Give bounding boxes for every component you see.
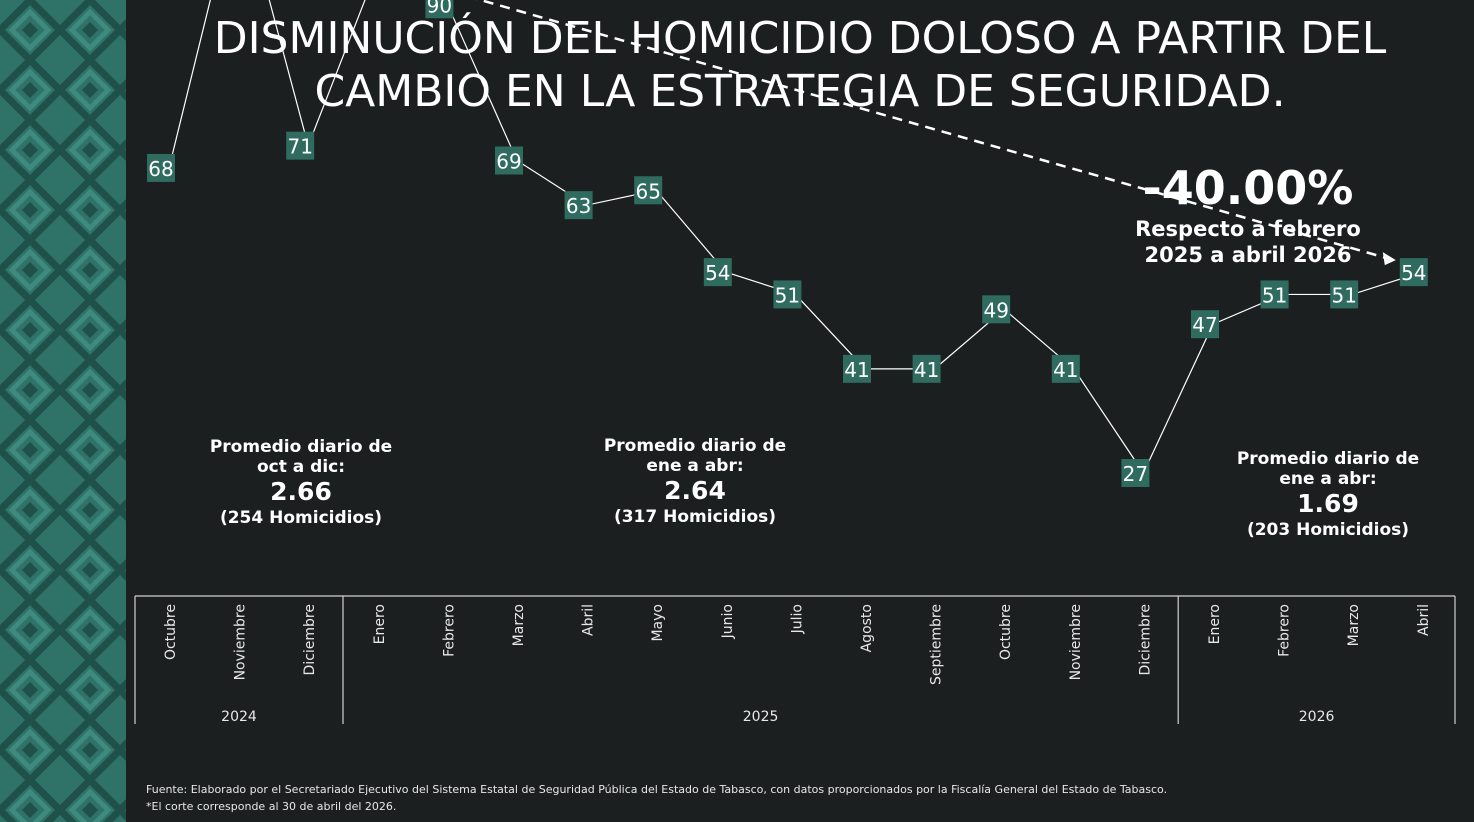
- data-label: 41: [914, 358, 939, 382]
- x-tick-label: Noviembre: [233, 604, 249, 680]
- data-label: 65: [635, 179, 660, 203]
- data-label-box: [1191, 310, 1219, 339]
- trend-dashed-line: [475, 0, 1395, 262]
- data-label: 71: [287, 135, 312, 159]
- title-line-1: DISMINUCIÓN DEL HOMICIDIO DOLOSO A PARTI…: [213, 13, 1387, 64]
- data-label: 49: [983, 298, 1008, 322]
- data-label: 54: [1401, 261, 1426, 285]
- year-label: 2026: [1299, 709, 1335, 725]
- data-label-box: [147, 153, 175, 182]
- x-tick-label: Enero: [1207, 604, 1223, 644]
- data-label-box: [982, 295, 1011, 324]
- average-period: ene a abr:: [1279, 469, 1377, 489]
- data-label: 90: [427, 0, 452, 17]
- x-tick-label: Enero: [372, 604, 388, 644]
- data-label: 51: [1331, 283, 1356, 307]
- source-note: Fuente: Elaborado por el Secretariado Ej…: [146, 783, 1168, 796]
- x-tick-label: Febrero: [1277, 604, 1293, 657]
- x-tick-label: Octubre: [163, 604, 179, 660]
- average-box-2024: Promedio diario de oct a dic: 2.66 (254 …: [181, 437, 421, 529]
- year-label: 2025: [743, 709, 779, 725]
- average-value: 1.69: [1297, 489, 1359, 518]
- decorative-pattern-band: [0, 0, 126, 822]
- x-tick-label: Abril: [1416, 604, 1432, 636]
- x-tick-label: Diciembre: [302, 604, 318, 675]
- data-label-box: [1260, 280, 1289, 309]
- page-title: DISMINUCIÓN DEL HOMICIDIO DOLOSO A PARTI…: [140, 12, 1460, 118]
- x-tick-label: Mayo: [650, 604, 666, 642]
- x-tick-label: Junio: [720, 604, 736, 639]
- x-tick-label: Febrero: [441, 604, 457, 657]
- data-label-box: [634, 176, 663, 205]
- trend-arrowhead: [1382, 252, 1396, 266]
- x-tick-label: Octubre: [998, 604, 1014, 660]
- kpi-callout: -40.00% Respecto a febrero 2025 a abril …: [1098, 160, 1398, 268]
- x-tick-label: Diciembre: [1137, 604, 1153, 675]
- data-label-box: [912, 354, 941, 383]
- data-label-box: [843, 354, 871, 383]
- data-label: 27: [1123, 462, 1148, 486]
- average-count: (254 Homicidios): [219, 508, 383, 528]
- data-label: 69: [496, 150, 521, 174]
- kpi-description: Respecto a febrero 2025 a abril 2026: [1098, 216, 1398, 268]
- kpi-value: -40.00%: [1142, 161, 1354, 215]
- cutoff-note: *El corte corresponde al 30 de abril del…: [146, 800, 397, 813]
- data-label-box: [1121, 459, 1150, 487]
- average-period: ene a abr:: [646, 456, 744, 476]
- average-period: oct a dic:: [256, 457, 346, 477]
- data-label: 51: [1262, 283, 1287, 307]
- data-label: 51: [775, 283, 800, 307]
- average-value: 2.64: [664, 476, 726, 505]
- x-tick-label: Noviembre: [1068, 604, 1084, 680]
- x-tick-label: Marzo: [511, 604, 527, 646]
- data-label-box: [1051, 354, 1080, 383]
- x-tick-label: Septiembre: [929, 604, 945, 685]
- data-label: 47: [1192, 313, 1217, 337]
- year-label: 2024: [221, 709, 257, 725]
- data-label: 63: [566, 194, 591, 218]
- average-value: 2.66: [270, 477, 332, 506]
- x-tick-label: Marzo: [1346, 604, 1362, 646]
- average-count: (203 Homicidios): [1246, 520, 1410, 540]
- x-tick-label: Agosto: [859, 604, 875, 652]
- kpi-line-2: 2025 a abril 2026: [1144, 243, 1352, 267]
- x-tick-label: Abril: [581, 604, 597, 636]
- data-label-box: [1399, 258, 1428, 287]
- data-label-box: [703, 258, 732, 287]
- data-label: 68: [148, 157, 173, 181]
- data-label-box: [564, 191, 593, 220]
- data-label-box: [773, 280, 802, 309]
- kpi-line-1: Respecto a febrero: [1135, 217, 1361, 241]
- series-line: [168, 0, 1422, 475]
- data-label-box: [495, 146, 523, 175]
- data-label: 41: [844, 358, 869, 382]
- data-label: 54: [705, 261, 730, 285]
- average-label: Promedio diario de: [1236, 449, 1420, 469]
- data-label-box: [286, 131, 315, 160]
- average-label: Promedio diario de: [603, 436, 787, 456]
- average-label: Promedio diario de: [209, 437, 393, 457]
- average-box-2025: Promedio diario de ene a abr: 2.64 (317 …: [575, 436, 815, 528]
- average-count: (317 Homicidios): [613, 507, 777, 527]
- data-label-box: [425, 0, 454, 19]
- footnote: Fuente: Elaborado por el Secretariado Ej…: [146, 781, 1167, 815]
- x-tick-label: Julio: [789, 604, 805, 634]
- data-label-box: [1330, 280, 1359, 309]
- average-box-2026: Promedio diario de ene a abr: 1.69 (203 …: [1208, 449, 1448, 541]
- data-label: 41: [1053, 358, 1078, 382]
